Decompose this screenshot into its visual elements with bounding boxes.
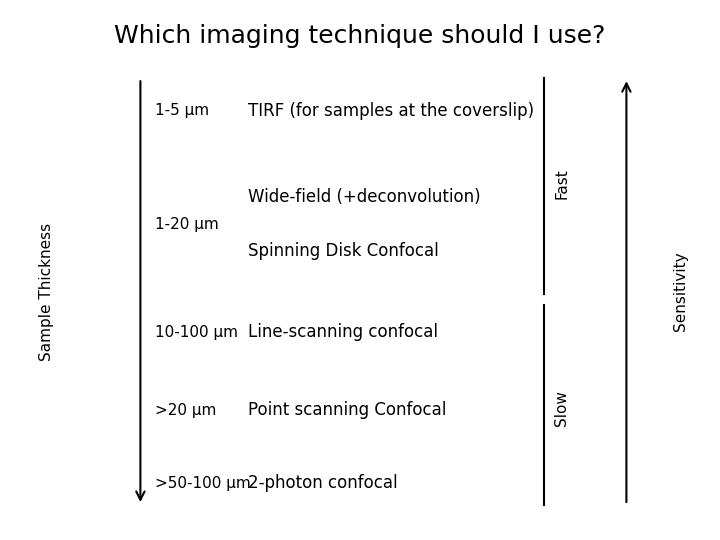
Text: TIRF (for samples at the coverslip): TIRF (for samples at the coverslip) (248, 102, 534, 120)
Text: Wide-field (+deconvolution): Wide-field (+deconvolution) (248, 188, 481, 206)
Text: 2-photon confocal: 2-photon confocal (248, 474, 398, 492)
Text: 1-20 μm: 1-20 μm (155, 217, 219, 232)
Text: >50-100 μm: >50-100 μm (155, 476, 251, 491)
Text: Sensitivity: Sensitivity (673, 252, 688, 332)
Text: Sample Thickness: Sample Thickness (40, 222, 54, 361)
Text: 1-5 μm: 1-5 μm (155, 103, 209, 118)
Text: >20 μm: >20 μm (155, 403, 216, 418)
Text: 10-100 μm: 10-100 μm (155, 325, 238, 340)
Text: Point scanning Confocal: Point scanning Confocal (248, 401, 447, 420)
Text: Slow: Slow (554, 390, 569, 426)
Text: Fast: Fast (554, 168, 569, 199)
Text: Line-scanning confocal: Line-scanning confocal (248, 323, 438, 341)
Text: Spinning Disk Confocal: Spinning Disk Confocal (248, 242, 439, 260)
Text: Which imaging technique should I use?: Which imaging technique should I use? (114, 24, 606, 48)
